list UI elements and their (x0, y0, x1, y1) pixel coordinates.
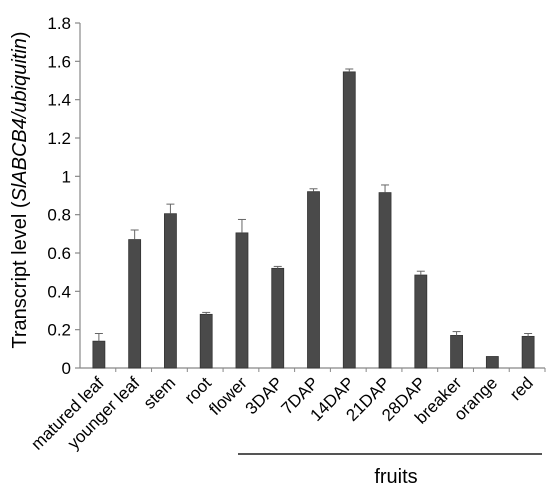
y-tick-label: 1 (62, 167, 71, 186)
bar (235, 232, 249, 369)
bar (450, 335, 463, 369)
bar (92, 340, 106, 369)
y-tick-label: 0.6 (47, 244, 71, 263)
x-category-label: stem (140, 373, 179, 412)
bar (128, 239, 142, 369)
y-tick-label: 0.8 (47, 206, 71, 225)
y-tick-label: 0 (62, 359, 71, 378)
bar (199, 313, 213, 369)
bar (271, 267, 285, 369)
y-axis-label: Transcript level (SlABCB4/ubiquitin) (9, 31, 31, 348)
y-tick-label: 1.2 (47, 129, 71, 148)
y-tick-label: 1.8 (47, 14, 71, 33)
y-tick-label: 0.4 (47, 282, 71, 301)
bar (414, 274, 428, 369)
y-tick-label: 0.2 (47, 321, 71, 340)
bar (164, 213, 177, 369)
y-axis-label-suffix: ) (9, 31, 31, 38)
x-category-label: flower (205, 373, 251, 419)
bar (307, 191, 320, 369)
x-category-label: 3DAP (242, 373, 287, 418)
y-tick-label: 1.6 (47, 52, 71, 71)
bar (521, 335, 535, 369)
x-category-label: red (506, 373, 537, 404)
y-axis-label-prefix: Transcript level ( (9, 201, 31, 348)
bar (342, 71, 356, 369)
bar (378, 192, 392, 369)
fruits-group-label: fruits (374, 466, 417, 488)
y-axis-label-gene: SlABCB4/ubiquitin (9, 38, 31, 201)
bar (485, 356, 499, 369)
y-tick-label: 1.4 (47, 91, 71, 110)
